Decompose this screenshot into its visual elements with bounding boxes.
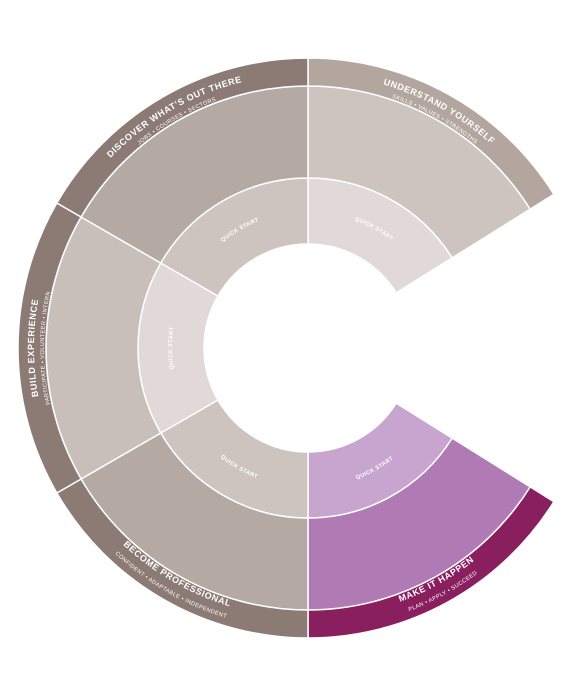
- section[interactable]: [55, 57, 309, 298]
- section[interactable]: [17, 201, 219, 495]
- quick-start-label: QUICK START: [168, 326, 176, 370]
- section-items: PARTICIPATE • VOLUNTEER • INTERN: [40, 291, 52, 405]
- section-title: BUILD EXPERIENCE: [26, 298, 40, 398]
- section-title: BUILD EXPERIENCE: [26, 298, 40, 398]
- title-band[interactable]: [55, 57, 309, 219]
- section[interactable]: [307, 402, 555, 639]
- section-items: PARTICIPATE • VOLUNTEER • INTERN: [40, 291, 52, 405]
- title-band[interactable]: [307, 57, 555, 211]
- quick-start-label: QUICK START: [168, 326, 175, 370]
- section[interactable]: [307, 57, 555, 294]
